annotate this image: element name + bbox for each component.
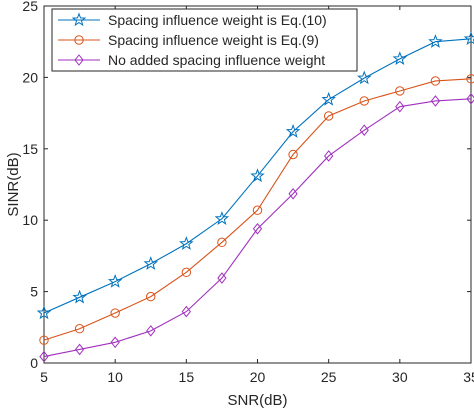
data-point [288, 149, 298, 160]
data-point [321, 91, 336, 106]
y-tick-label: 25 [22, 0, 38, 14]
data-point [181, 305, 191, 318]
data-point [181, 267, 192, 278]
data-point [252, 205, 263, 215]
data-point [36, 305, 52, 320]
legend-label: Spacing influence weight is Eq.(10) [108, 12, 327, 28]
data-point [430, 95, 441, 107]
legend-entry-2: Spacing influence weight is Eq.(9) [58, 32, 319, 48]
x-axis-label: SNR(dB) [227, 392, 287, 409]
y-tick-label: 15 [22, 141, 38, 157]
x-tick-label: 30 [392, 369, 408, 385]
x-tick-label: 10 [107, 369, 123, 385]
legend-marker [74, 35, 84, 45]
series-line [43, 98, 472, 358]
data-point [217, 272, 227, 284]
data-point [285, 124, 301, 138]
y-tick-label: 5 [30, 284, 38, 300]
data-point [39, 350, 49, 363]
data-point [395, 100, 405, 113]
legend: Spacing influence weight is Eq.(10) Spaci… [51, 8, 358, 72]
legend-entry-3: No added spacing influence weight [58, 52, 325, 68]
x-tick-label: 5 [40, 369, 48, 385]
x-tick-label: 20 [250, 369, 266, 385]
series-1 [36, 31, 474, 320]
data-point [110, 336, 120, 349]
legend-marker [71, 12, 87, 27]
data-point [250, 168, 265, 183]
y-tick-label: 20 [22, 69, 38, 85]
y-tick-label: 10 [22, 212, 38, 228]
data-point [288, 187, 298, 200]
series-line [43, 38, 472, 314]
data-point [74, 343, 85, 356]
legend-label: Spacing influence weight is Eq.(9) [108, 32, 319, 48]
data-point [252, 222, 263, 235]
data-point [359, 124, 369, 137]
data-point [463, 31, 474, 46]
data-point [72, 289, 87, 304]
legend-box [51, 8, 358, 72]
series-2 [39, 74, 474, 345]
series-3 [39, 93, 474, 363]
data-point [323, 111, 334, 121]
data-point [217, 237, 227, 248]
data-point [356, 70, 372, 85]
data-point [428, 34, 443, 48]
x-tick-label: 25 [321, 369, 337, 385]
data-point [146, 325, 156, 337]
data-point [107, 273, 123, 288]
data-point [430, 76, 441, 86]
legend-label: No added spacing influence weight [108, 52, 325, 68]
y-tick-label: 0 [30, 355, 38, 371]
legend-marker [74, 54, 84, 66]
data-point [466, 74, 474, 84]
data-point [74, 324, 85, 334]
data-point [179, 236, 194, 250]
x-tick-label: 35 [463, 369, 474, 385]
data-point [392, 51, 408, 66]
legend-entry-1: Spacing influence weight is Eq.(10) [58, 12, 327, 28]
data-point [395, 86, 405, 96]
data-point [146, 291, 156, 302]
axes: 51015202530350510152025 [22, 0, 474, 385]
data-point [39, 335, 49, 345]
data-point [359, 96, 369, 106]
data-point [214, 211, 230, 225]
data-point [324, 150, 334, 162]
series-group [36, 31, 474, 363]
data-point [110, 308, 120, 318]
y-axis-label: SINR(dB) [5, 152, 22, 216]
series-line [43, 78, 472, 341]
x-tick-label: 15 [179, 369, 195, 385]
data-point [143, 256, 159, 270]
